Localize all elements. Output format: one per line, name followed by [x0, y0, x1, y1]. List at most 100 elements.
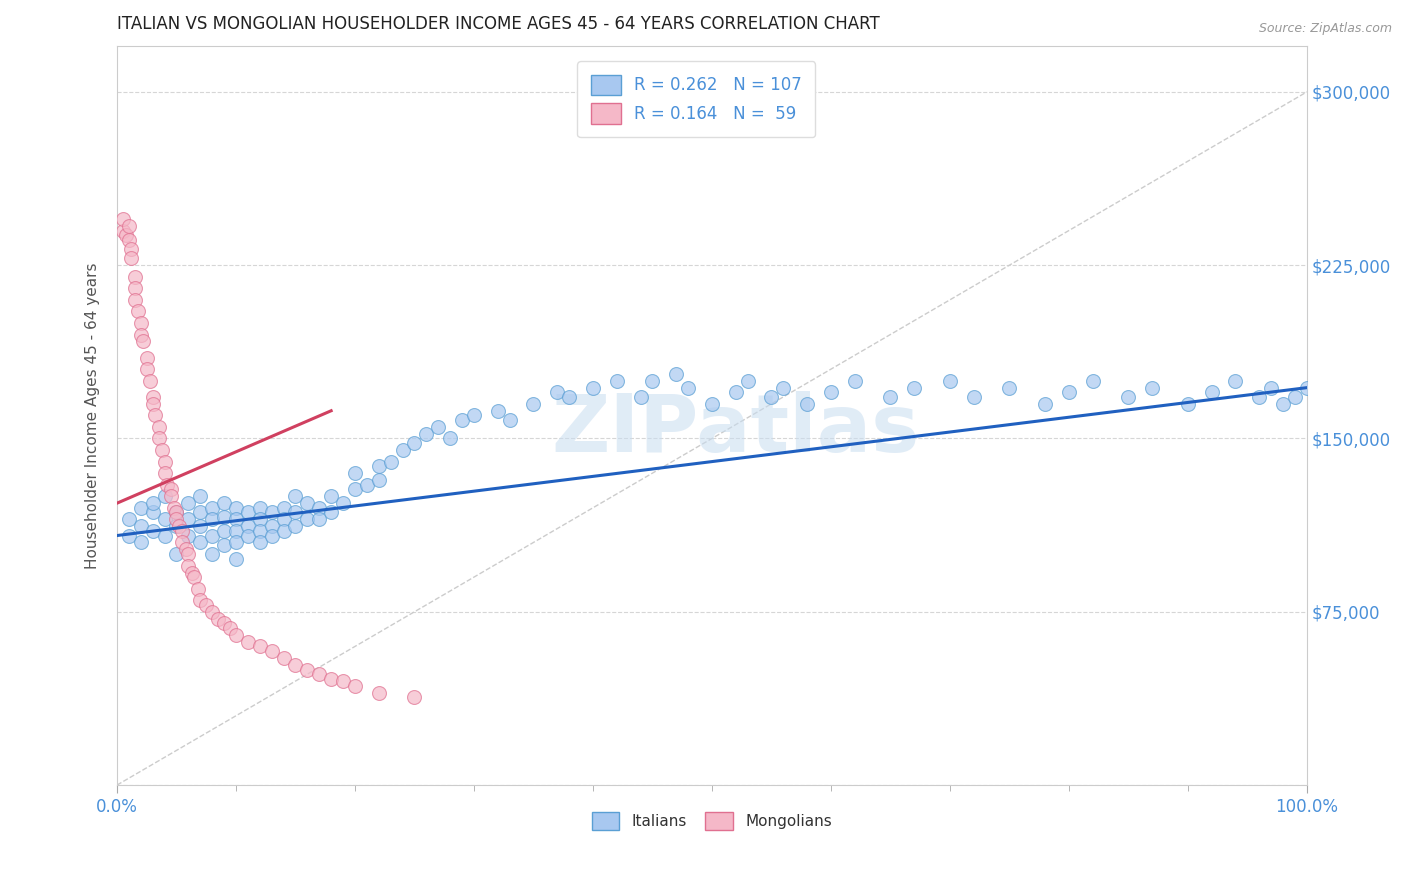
- Point: [844, 374, 866, 388]
- Point: [212, 510, 235, 524]
- Point: [135, 362, 157, 376]
- Point: [284, 505, 307, 519]
- Point: [142, 397, 165, 411]
- Point: [273, 500, 295, 515]
- Point: [297, 663, 319, 677]
- Point: [142, 524, 165, 538]
- Point: [737, 374, 759, 388]
- Point: [166, 519, 188, 533]
- Point: [249, 524, 271, 538]
- Point: [427, 420, 450, 434]
- Point: [963, 390, 986, 404]
- Point: [124, 281, 146, 295]
- Point: [367, 459, 389, 474]
- Point: [236, 528, 259, 542]
- Point: [212, 616, 235, 631]
- Point: [343, 679, 366, 693]
- Point: [212, 538, 235, 552]
- Point: [163, 500, 186, 515]
- Point: [486, 403, 509, 417]
- Point: [153, 489, 176, 503]
- Point: [177, 558, 200, 573]
- Point: [391, 443, 413, 458]
- Point: [273, 524, 295, 538]
- Point: [142, 496, 165, 510]
- Point: [111, 223, 134, 237]
- Point: [1033, 397, 1056, 411]
- Point: [129, 327, 152, 342]
- Point: [321, 489, 343, 503]
- Point: [159, 489, 181, 503]
- Point: [641, 374, 664, 388]
- Point: [153, 466, 176, 480]
- Point: [903, 381, 925, 395]
- Point: [1081, 374, 1104, 388]
- Point: [321, 505, 343, 519]
- Point: [1118, 390, 1140, 404]
- Point: [284, 657, 307, 672]
- Point: [111, 211, 134, 226]
- Point: [404, 690, 426, 705]
- Point: [724, 385, 747, 400]
- Point: [201, 500, 224, 515]
- Point: [139, 374, 162, 388]
- Point: [132, 334, 155, 349]
- Point: [236, 505, 259, 519]
- Point: [343, 483, 366, 497]
- Point: [225, 551, 247, 566]
- Point: [177, 496, 200, 510]
- Point: [167, 519, 190, 533]
- Point: [273, 651, 295, 665]
- Point: [166, 505, 188, 519]
- Point: [700, 397, 723, 411]
- Point: [129, 535, 152, 549]
- Point: [148, 420, 170, 434]
- Text: ZIPatlas: ZIPatlas: [551, 392, 920, 469]
- Point: [249, 500, 271, 515]
- Point: [249, 640, 271, 654]
- Point: [118, 512, 141, 526]
- Point: [761, 390, 783, 404]
- Point: [142, 505, 165, 519]
- Point: [1284, 390, 1306, 404]
- Point: [219, 621, 242, 635]
- Point: [115, 228, 138, 243]
- Point: [150, 443, 173, 458]
- Point: [1225, 374, 1247, 388]
- Point: [181, 566, 204, 580]
- Point: [676, 381, 699, 395]
- Point: [284, 519, 307, 533]
- Point: [201, 528, 224, 542]
- Point: [172, 535, 194, 549]
- Point: [120, 242, 142, 256]
- Point: [156, 477, 179, 491]
- Point: [207, 612, 229, 626]
- Legend: Italians, Mongolians: Italians, Mongolians: [586, 805, 838, 837]
- Point: [820, 385, 842, 400]
- Point: [129, 500, 152, 515]
- Point: [118, 219, 141, 233]
- Y-axis label: Householder Income Ages 45 - 64 years: Householder Income Ages 45 - 64 years: [86, 262, 100, 568]
- Point: [772, 381, 794, 395]
- Point: [522, 397, 544, 411]
- Point: [225, 535, 247, 549]
- Point: [367, 473, 389, 487]
- Point: [225, 524, 247, 538]
- Point: [225, 628, 247, 642]
- Point: [451, 413, 474, 427]
- Point: [1140, 381, 1163, 395]
- Point: [367, 686, 389, 700]
- Point: [498, 413, 520, 427]
- Point: [142, 390, 165, 404]
- Point: [582, 381, 605, 395]
- Point: [118, 233, 141, 247]
- Point: [195, 598, 218, 612]
- Point: [630, 390, 652, 404]
- Point: [177, 528, 200, 542]
- Point: [148, 432, 170, 446]
- Point: [120, 252, 142, 266]
- Point: [273, 512, 295, 526]
- Point: [118, 528, 141, 542]
- Point: [249, 535, 271, 549]
- Point: [284, 489, 307, 503]
